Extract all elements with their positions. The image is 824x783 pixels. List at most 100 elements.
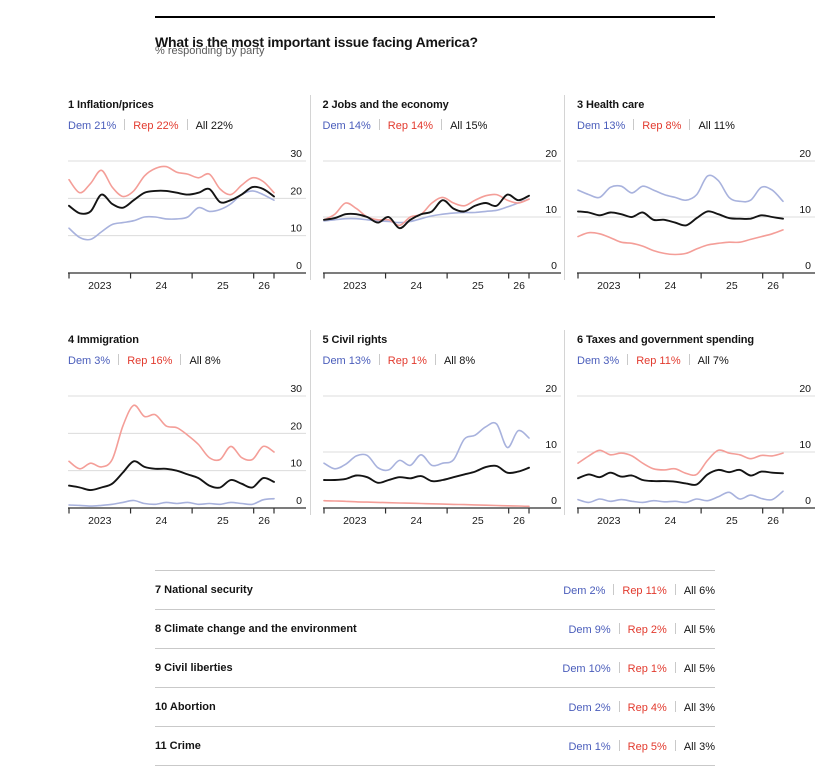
x-axis-label: 2023 — [343, 280, 367, 292]
issue-values: Dem 2% Rep 11% All 6% — [563, 583, 715, 597]
x-axis-label: 2023 — [88, 515, 112, 527]
chart-title: 6 Taxes and government spending — [577, 334, 755, 346]
row-rep-value: Rep 2% — [627, 623, 667, 636]
legend-dem-value: Dem 3% — [68, 355, 111, 367]
y-axis-label: 0 — [296, 495, 302, 507]
chart-legend: Dem 3% Rep 11% All 7% — [577, 354, 815, 369]
chart-legend: Dem 21% Rep 22% All 22% — [68, 119, 306, 134]
series-line-rep — [577, 449, 784, 477]
series-line-all — [577, 468, 784, 486]
x-axis-label: 25 — [472, 515, 484, 527]
row-all-value: All 5% — [683, 662, 715, 675]
row-dem-value: Dem 2% — [563, 584, 606, 597]
trend-chart: 0 10 20 2023 24 25 26 — [577, 383, 815, 527]
legend-divider — [688, 354, 690, 365]
table-row: 9 Civil liberties Dem 10% Rep 1% All 5% — [155, 649, 715, 688]
row-all-value: All 6% — [683, 584, 715, 597]
table-row: 7 National security Dem 2% Rep 11% All 6% — [155, 571, 715, 610]
legend-rep-value: Rep 14% — [387, 120, 434, 132]
row-dem-value: Dem 9% — [568, 623, 611, 636]
x-axis-label: 2023 — [597, 280, 621, 292]
legend-rep-value: Rep 1% — [387, 355, 427, 367]
chart-title: 4 Immigration — [68, 334, 139, 346]
row-divider — [674, 622, 676, 634]
series-line-all — [322, 193, 530, 230]
chart-legend: Dem 13% Rep 8% All 11% — [577, 119, 815, 134]
issue-table: 7 National security Dem 2% Rep 11% All 6% … — [155, 570, 715, 766]
row-all-value: All 5% — [683, 623, 715, 636]
y-axis-label: 10 — [799, 204, 811, 216]
row-all-value: All 3% — [683, 740, 715, 753]
legend-divider — [441, 119, 443, 130]
chart-legend: Dem 13% Rep 1% All 8% — [323, 354, 561, 369]
legend-divider — [689, 119, 691, 130]
x-axis-label: 24 — [410, 515, 422, 527]
legend-rep-value: Rep 22% — [133, 120, 179, 132]
series-line-rep — [68, 165, 275, 198]
x-axis-label: 26 — [513, 280, 525, 292]
x-axis-label: 24 — [664, 280, 676, 292]
page-subtitle: % responding by party — [155, 45, 265, 57]
legend-divider — [186, 119, 188, 130]
x-axis-label: 26 — [513, 515, 525, 527]
row-rep-value: Rep 4% — [627, 701, 667, 714]
row-rep-value: Rep 11% — [622, 584, 667, 597]
x-axis-label: 24 — [155, 515, 167, 527]
x-axis-label: 25 — [472, 280, 484, 292]
row-divider — [618, 700, 620, 712]
chart-block: 2 Jobs and the economy Dem 14% Rep 14% All… — [322, 92, 561, 292]
legend-all-value: All 8% — [443, 355, 476, 367]
series-line-dem — [322, 198, 530, 224]
legend-rep-value: Rep 16% — [127, 355, 173, 367]
legend-divider — [180, 354, 182, 365]
x-axis-label: 26 — [767, 515, 779, 527]
series-line-rep — [577, 229, 784, 256]
x-axis-label: 2023 — [597, 515, 621, 527]
row-divider — [618, 622, 620, 634]
y-axis-label: 10 — [290, 223, 302, 235]
y-axis-label: 10 — [290, 458, 302, 470]
legend-all-value: All 11% — [698, 120, 735, 132]
legend-divider — [124, 119, 126, 130]
legend-all-value: All 8% — [189, 355, 221, 367]
x-axis-label: 24 — [664, 515, 676, 527]
row-dem-value: Dem 2% — [568, 701, 611, 714]
y-axis-label: 10 — [545, 204, 557, 216]
title-rule — [155, 16, 715, 18]
y-axis-label: 20 — [545, 148, 557, 160]
row-divider — [618, 661, 620, 673]
legend-divider — [633, 119, 635, 130]
series-line-all — [322, 464, 530, 484]
y-axis-label: 20 — [799, 383, 811, 395]
x-axis-label: 2023 — [343, 515, 367, 527]
column-divider — [564, 330, 565, 515]
y-axis-label: 0 — [296, 260, 302, 272]
charts-grid: 1 Inflation/prices Dem 21% Rep 22% All 22%… — [68, 92, 815, 527]
legend-all-value: All 15% — [450, 120, 488, 132]
chart-block: 3 Health care Dem 13% Rep 8% All 11% 0 10 20… — [577, 92, 815, 292]
series-line-dem — [577, 174, 784, 203]
y-axis-label: 0 — [805, 495, 811, 507]
legend-dem-value: Dem 21% — [68, 120, 117, 132]
legend-all-value: All 22% — [195, 120, 233, 132]
row-divider — [674, 739, 676, 751]
legend-divider — [627, 354, 629, 365]
chart-block: 4 Immigration Dem 3% Rep 16% All 8% 0 10 20 3… — [68, 327, 306, 527]
issue-label: 11 Crime — [155, 740, 201, 752]
series-line-rep — [322, 193, 530, 227]
issue-values: Dem 2% Rep 4% All 3% — [568, 700, 715, 714]
column-divider — [310, 330, 311, 515]
chart-title: 5 Civil rights — [322, 334, 388, 346]
legend-divider — [378, 119, 380, 130]
legend-dem-value: Dem 3% — [577, 355, 620, 367]
page-title: What is the most important issue facing … — [155, 34, 478, 51]
chart-legend: Dem 3% Rep 16% All 8% — [68, 354, 306, 369]
y-axis-label: 10 — [545, 439, 557, 451]
y-axis-label: 20 — [545, 383, 557, 395]
issue-label: 8 Climate change and the environment — [155, 623, 357, 635]
y-axis-label: 0 — [805, 260, 811, 272]
x-axis-label: 25 — [217, 515, 229, 527]
issue-label: 10 Abortion — [155, 701, 216, 713]
issue-values: Dem 10% Rep 1% All 5% — [562, 661, 715, 675]
row-dem-value: Dem 10% — [562, 662, 611, 675]
